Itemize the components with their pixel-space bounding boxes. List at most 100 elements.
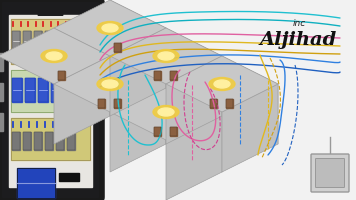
FancyBboxPatch shape (315, 158, 345, 188)
Bar (210, 99, 216, 108)
Bar (11, 70, 90, 112)
Ellipse shape (102, 80, 118, 88)
Bar (98, 99, 105, 108)
Bar (67, 132, 75, 150)
Polygon shape (222, 56, 278, 144)
Polygon shape (110, 84, 166, 172)
Polygon shape (110, 84, 222, 140)
Bar (11, 70, 90, 112)
Bar (0, 113, 3, 131)
Bar (34, 132, 42, 150)
Bar (38, 78, 48, 102)
Bar (23, 31, 31, 51)
Bar (11, 19, 90, 64)
Text: Aljihad: Aljihad (260, 31, 337, 49)
Bar (67, 132, 75, 150)
Polygon shape (110, 56, 166, 144)
Polygon shape (166, 56, 278, 112)
Bar (58, 71, 66, 80)
Bar (45, 132, 53, 150)
Polygon shape (54, 0, 166, 56)
Bar (114, 99, 121, 108)
Bar (45, 31, 53, 51)
Bar (171, 127, 177, 136)
Bar (56, 31, 64, 51)
FancyBboxPatch shape (37, 6, 63, 16)
Polygon shape (110, 28, 222, 84)
Bar (56, 132, 64, 150)
Ellipse shape (97, 77, 123, 90)
Bar (25, 78, 35, 102)
Polygon shape (54, 28, 110, 116)
Polygon shape (110, 28, 166, 116)
Bar (64, 78, 74, 102)
Bar (114, 99, 121, 108)
Text: inc: inc (293, 20, 306, 28)
Bar (153, 71, 161, 80)
Polygon shape (166, 84, 222, 172)
Bar (25, 78, 35, 102)
Bar (51, 78, 61, 102)
Polygon shape (222, 84, 278, 172)
Bar (64, 78, 74, 102)
Bar (12, 78, 22, 102)
Bar (226, 99, 234, 108)
Polygon shape (54, 56, 110, 144)
Bar (17, 168, 55, 198)
Bar (12, 132, 20, 150)
Ellipse shape (97, 21, 123, 34)
Polygon shape (166, 28, 222, 116)
Ellipse shape (41, 49, 67, 62)
Bar (171, 71, 177, 80)
Bar (59, 173, 79, 181)
Bar (9, 15, 92, 187)
Bar (171, 127, 177, 136)
Bar (153, 127, 161, 136)
Bar (210, 99, 216, 108)
Ellipse shape (46, 52, 62, 60)
Bar (34, 132, 42, 150)
Bar (34, 31, 42, 51)
Ellipse shape (209, 77, 235, 90)
FancyBboxPatch shape (0, 0, 102, 200)
Bar (114, 43, 121, 52)
Bar (11, 118, 90, 160)
Bar (153, 127, 161, 136)
Bar (11, 118, 90, 160)
Polygon shape (54, 56, 166, 112)
Bar (56, 31, 64, 51)
Polygon shape (166, 56, 222, 144)
Ellipse shape (153, 49, 179, 62)
Bar (34, 31, 42, 51)
Ellipse shape (158, 52, 174, 60)
Bar (45, 132, 53, 150)
Bar (11, 19, 90, 64)
Bar (23, 132, 31, 150)
Polygon shape (110, 0, 166, 88)
Ellipse shape (214, 80, 230, 88)
Polygon shape (0, 28, 110, 84)
Bar (12, 132, 20, 150)
Bar (153, 71, 161, 80)
Polygon shape (166, 112, 222, 200)
Bar (45, 31, 53, 51)
Bar (12, 31, 20, 51)
Bar (12, 31, 20, 51)
Bar (0, 53, 3, 71)
Ellipse shape (158, 108, 174, 116)
FancyBboxPatch shape (311, 154, 349, 192)
Bar (23, 132, 31, 150)
Bar (67, 31, 75, 51)
Bar (98, 99, 105, 108)
Bar (56, 132, 64, 150)
Ellipse shape (102, 24, 118, 32)
Bar (23, 31, 31, 51)
Bar (38, 78, 48, 102)
Bar (0, 83, 3, 101)
Bar (114, 43, 121, 52)
Bar (67, 31, 75, 51)
Ellipse shape (153, 106, 179, 118)
Bar (51, 78, 61, 102)
Bar (226, 99, 234, 108)
Bar (171, 71, 177, 80)
